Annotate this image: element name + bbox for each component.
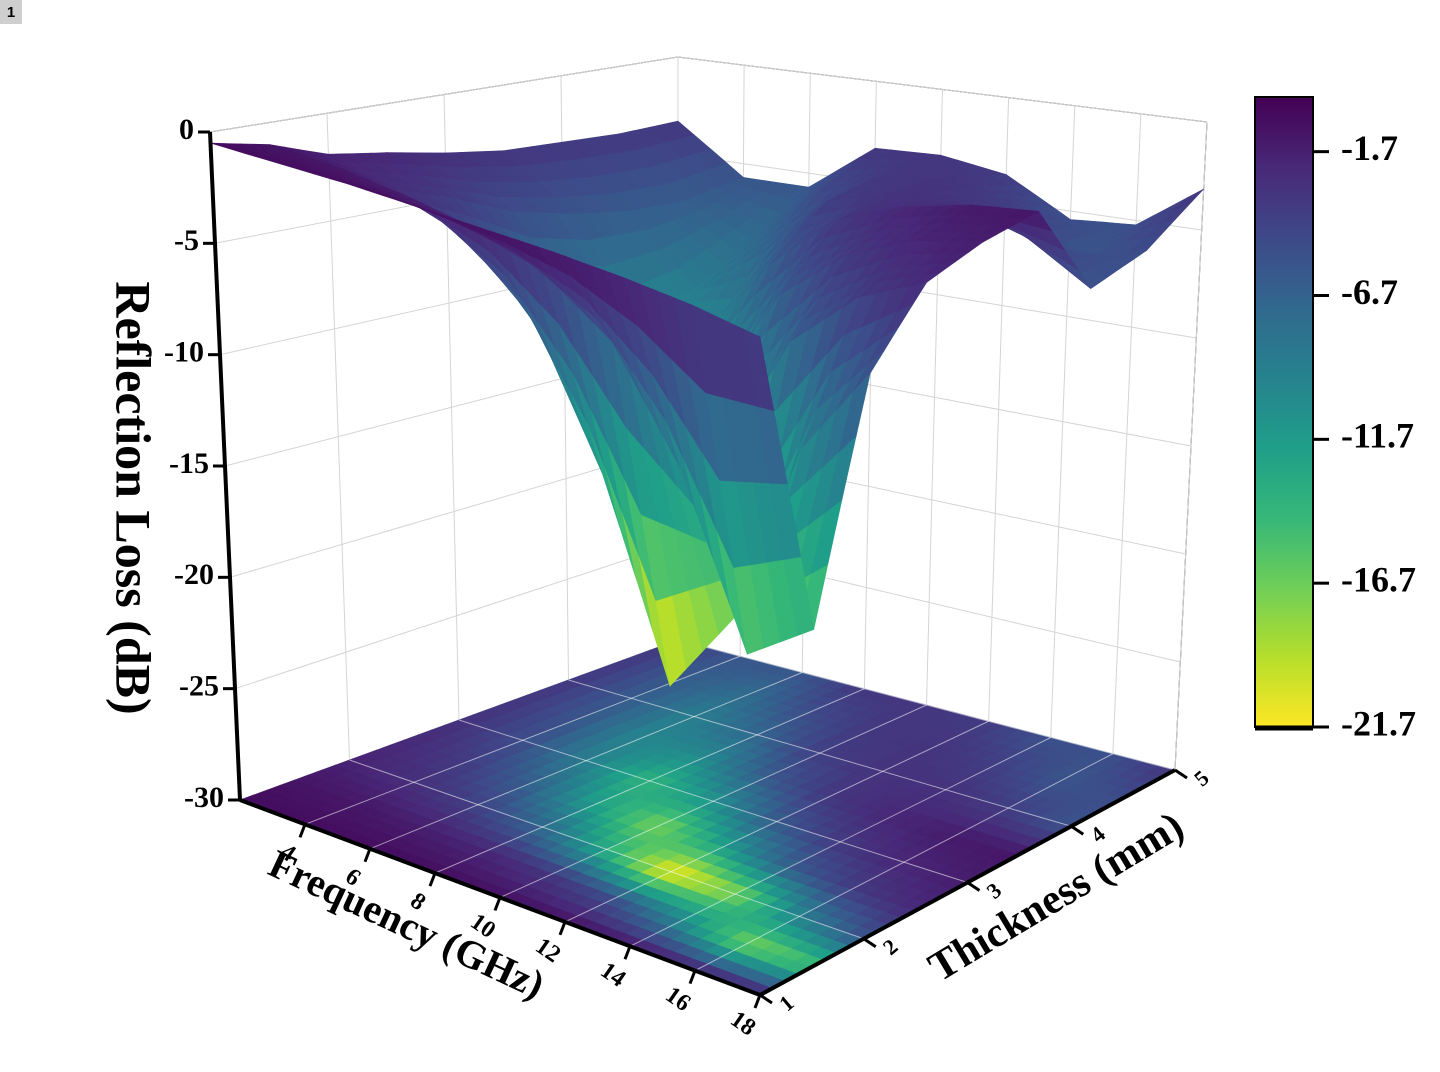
y-tick-label: 5 (1189, 765, 1213, 791)
colorbar-tick-label: -16.7 (1341, 559, 1416, 599)
grid-line (1050, 105, 1076, 738)
colorbar-tick-label: -6.7 (1341, 272, 1398, 312)
x-tick (688, 970, 697, 985)
z-tick-label: -10 (164, 336, 204, 369)
colorbar-tick-label: -1.7 (1341, 128, 1398, 168)
surface-cell (1172, 188, 1204, 212)
z-tick-label: -25 (179, 670, 219, 703)
floor-grid-line (568, 679, 1072, 827)
z-tick-label: 0 (179, 113, 194, 146)
x-tick (428, 872, 437, 887)
colorbar-tick-label: -21.7 (1341, 703, 1416, 743)
colorbar (1254, 96, 1314, 728)
x-tick (493, 896, 502, 912)
x-tick (753, 994, 762, 1009)
z-tick-label: -5 (174, 224, 199, 257)
grid-line (209, 56, 1208, 133)
grid-line (1112, 113, 1142, 754)
y-tick (966, 881, 981, 892)
grid-line (326, 113, 350, 761)
x-tick (623, 945, 632, 960)
floor-grid-line (677, 639, 1176, 771)
y-tick (862, 937, 877, 948)
y-tick-label: 3 (982, 878, 1006, 904)
x-tick-label: 18 (726, 1006, 761, 1041)
colorbar-tick-label: -11.7 (1341, 416, 1414, 456)
y-tick-label: 1 (774, 990, 798, 1016)
floor-grid-line (458, 719, 968, 883)
z-axis-title: Reflection Loss (dB) (106, 281, 162, 714)
x-tick (558, 921, 567, 936)
y-tick (1070, 825, 1085, 836)
panel-badge (0, 0, 22, 24)
y-tick-label: 2 (878, 934, 902, 960)
y-tick (759, 993, 773, 1005)
floor-projection (239, 639, 1176, 996)
floor-grid-line (349, 759, 864, 940)
x-tick (363, 848, 372, 863)
surface (210, 120, 1204, 687)
z-tick-label: -15 (169, 447, 209, 480)
z-tick-label: -30 (184, 781, 224, 814)
surface-cell (742, 328, 775, 412)
grid-line (1174, 121, 1208, 771)
z-tick-label: -20 (174, 558, 214, 591)
x-tick-label: 14 (596, 957, 631, 992)
x-tick (298, 823, 307, 838)
x-tick-label: 16 (661, 982, 696, 1017)
panel-label: 1 (7, 4, 15, 21)
y-tick (1174, 768, 1188, 780)
